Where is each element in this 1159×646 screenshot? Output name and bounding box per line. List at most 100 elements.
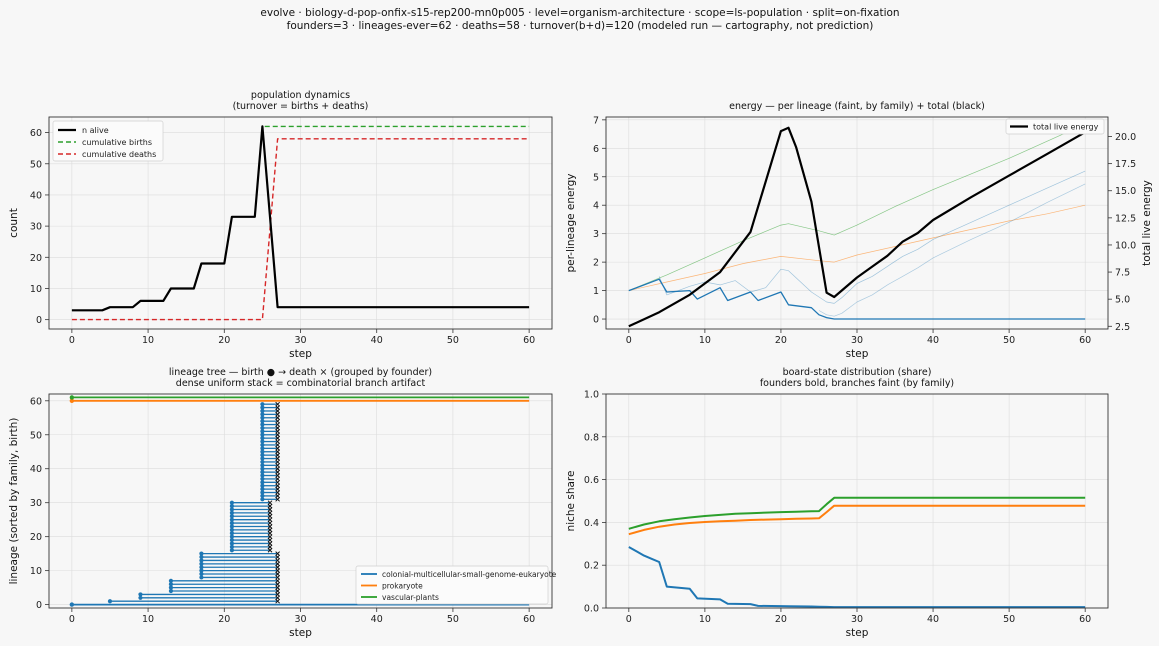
x-tick-label: 20 <box>218 335 230 346</box>
birth-marker <box>199 565 204 570</box>
legend-box <box>52 120 164 162</box>
y2-axis-label: total live energy <box>1141 180 1153 266</box>
x-tick-label: 0 <box>626 335 632 346</box>
death-marker <box>275 418 280 424</box>
death-marker <box>267 513 273 519</box>
death-marker <box>275 442 280 448</box>
birth-marker <box>229 503 235 509</box>
x-tick-label: 40 <box>927 614 939 625</box>
legend-label: colonial-multicellular-small-genome-euka… <box>382 570 557 579</box>
lineage-energy-line <box>628 278 1086 320</box>
x-axis-label: step <box>846 348 869 360</box>
birth-marker <box>229 507 235 512</box>
death-marker <box>275 490 280 495</box>
death-marker <box>275 452 280 458</box>
x-tick-label: 60 <box>1079 614 1091 625</box>
y-tick-label: 2 <box>593 258 599 269</box>
birth-marker <box>260 466 265 471</box>
y-axis-label: per-lineage energy <box>565 174 577 273</box>
death-marker <box>275 479 280 485</box>
death-marker <box>275 493 280 499</box>
birth-marker <box>138 595 143 600</box>
birth-marker <box>229 544 235 549</box>
x-tick-label: 30 <box>294 614 306 625</box>
birth-marker <box>260 470 265 475</box>
death-marker <box>275 598 280 604</box>
y-tick-label: 0.6 <box>584 475 599 486</box>
series-line-n-alive <box>71 125 530 312</box>
death-marker <box>267 510 273 516</box>
birth-marker <box>260 439 265 444</box>
birth-marker <box>260 453 265 458</box>
death-marker <box>275 439 280 444</box>
y2-tick-label: 20.0 <box>1115 132 1136 143</box>
birth-marker <box>260 480 265 485</box>
death-marker <box>267 547 273 553</box>
death-marker <box>275 456 280 461</box>
x-tick-label: 30 <box>851 614 863 625</box>
founder-birth-marker <box>69 395 75 400</box>
plot-frame <box>605 116 1109 330</box>
panel-subtitle: (turnover = births + deaths) <box>233 101 369 112</box>
death-marker <box>275 483 280 489</box>
birth-marker <box>229 527 235 532</box>
death-marker <box>275 595 280 601</box>
y-tick-label: 0 <box>593 315 599 326</box>
death-marker <box>267 534 273 540</box>
y-tick-label: 30 <box>30 222 42 233</box>
birth-marker <box>260 497 265 502</box>
death-marker <box>275 445 280 451</box>
y2-tick-label: 7.5 <box>1115 268 1130 279</box>
x-tick-label: 60 <box>1079 335 1091 346</box>
lineage-tree-panel: 0 10 20 30 40 50 60 0 10 20 30 40 50 60 lineage tree —… <box>8 367 557 639</box>
death-marker <box>267 524 273 529</box>
y-tick-label: 20 <box>30 532 42 543</box>
birth-marker <box>260 425 265 431</box>
birth-marker <box>229 514 235 519</box>
x-tick-label: 30 <box>851 335 863 346</box>
lineage-energy-line <box>658 170 1086 304</box>
birth-marker <box>229 500 235 505</box>
death-marker <box>275 571 280 577</box>
y-tick-label: 40 <box>30 190 42 201</box>
birth-marker <box>199 568 204 573</box>
y-tick-label: 10 <box>30 566 42 577</box>
y-axis-label: count <box>8 208 20 238</box>
birth-marker <box>260 415 265 420</box>
y-tick-label: 60 <box>30 396 42 407</box>
legend: total live energy <box>1005 118 1105 135</box>
x-axis-label: step <box>289 348 312 360</box>
death-marker <box>275 554 280 560</box>
death-marker <box>275 581 280 587</box>
birth-marker <box>260 442 265 448</box>
panel-title: energy — per lineage (faint, by family) … <box>729 101 985 112</box>
population-dynamics-panel: 0 10 20 30 40 50 60 0 10 20 30 40 50 60 population dyn… <box>8 90 553 360</box>
birth-marker <box>199 558 204 563</box>
y-tick-label: 50 <box>30 159 42 170</box>
x-tick-label: 20 <box>775 614 787 625</box>
x-tick-label: 60 <box>523 335 535 346</box>
x-tick-label: 10 <box>142 335 154 346</box>
death-marker <box>275 459 280 465</box>
x-tick-label: 50 <box>447 614 459 625</box>
birth-marker <box>260 446 265 451</box>
energy-panel: 0 10 20 30 40 50 60 0 1 2 3 4 5 6 7 energy — per lineag… <box>565 101 1153 360</box>
birth-marker <box>229 531 235 536</box>
panel-title: lineage tree — birth ● → death × (groupe… <box>169 367 432 378</box>
y-tick-label: 40 <box>30 464 42 475</box>
legend: colonial-multicellular-small-genome-euka… <box>355 565 557 605</box>
birth-marker <box>168 585 174 590</box>
death-marker <box>267 544 273 550</box>
y-axis-label: lineage (sorted by family, birth) <box>8 418 20 585</box>
birth-marker <box>260 476 265 482</box>
x-tick-label: 60 <box>523 614 535 625</box>
death-marker <box>275 462 280 468</box>
birth-marker <box>229 517 235 522</box>
x-tick-label: 30 <box>294 335 306 346</box>
y-tick-label: 10 <box>30 284 42 295</box>
panel-subtitle: dense uniform stack = combinatorial bran… <box>176 378 426 389</box>
legend-box <box>355 565 549 605</box>
x-tick-label: 20 <box>218 614 230 625</box>
death-marker <box>275 592 280 597</box>
y-tick-label: 1.0 <box>584 390 599 401</box>
